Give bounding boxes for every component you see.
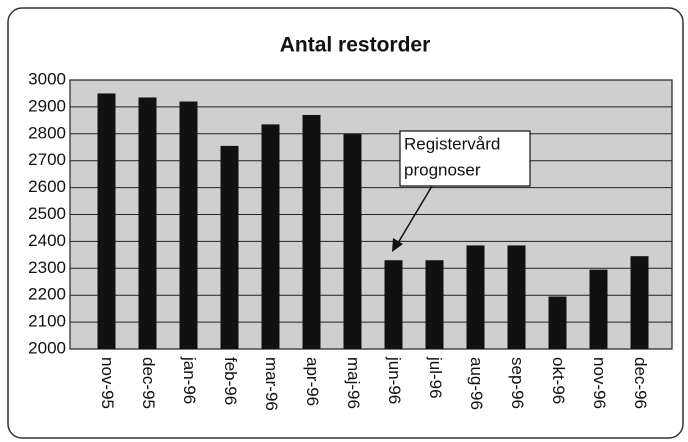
x-tick-label: jan-96 (180, 356, 199, 404)
x-tick-label: jul-96 (426, 356, 445, 399)
x-tick-label: nov-95 (98, 357, 117, 409)
x-tick-label: dec-95 (139, 357, 158, 409)
y-tick-label: 2500 (28, 204, 66, 223)
annotation-box (399, 130, 531, 187)
bar (97, 93, 116, 349)
y-tick-label: 2000 (28, 338, 66, 357)
x-tick-label: nov-96 (590, 357, 609, 409)
y-tick-label: 2700 (28, 150, 66, 169)
y-tick-label: 2600 (28, 177, 66, 196)
bar (343, 133, 362, 349)
y-tick-label: 2900 (28, 96, 66, 115)
bar (425, 260, 444, 349)
bar (179, 101, 198, 350)
y-tick-label: 2200 (28, 285, 66, 304)
bar (507, 245, 526, 349)
y-tick-label: 2300 (28, 258, 66, 277)
x-tick-label: mar-96 (262, 357, 281, 411)
arrow-head (392, 238, 403, 252)
x-tick-label: feb-96 (221, 357, 240, 405)
bar (548, 296, 567, 349)
bar (302, 114, 321, 349)
y-tick-label: 2800 (28, 123, 66, 142)
y-tick-label: 3000 (28, 69, 66, 88)
bar (630, 256, 649, 349)
bar (384, 260, 403, 349)
annotation-text: Registervård (404, 134, 500, 153)
bar (138, 97, 157, 349)
bar (466, 245, 485, 349)
y-tick-label: 2400 (28, 231, 66, 250)
x-tick-label: apr-96 (303, 357, 322, 406)
bar (261, 124, 280, 349)
y-tick-label: 2100 (28, 312, 66, 331)
x-tick-label: dec-96 (631, 357, 650, 409)
chart-title: Antal restorder (280, 34, 431, 57)
x-tick-label: jun-96 (385, 356, 404, 404)
annotation-arrow (397, 185, 433, 244)
x-tick-label: maj-96 (344, 357, 363, 409)
x-tick-label: aug-96 (467, 357, 486, 410)
x-tick-label: sep-96 (508, 357, 527, 409)
bar (589, 269, 608, 349)
annotation-text: prognoser (404, 160, 481, 179)
bar (220, 145, 239, 349)
x-tick-label: okt-96 (549, 357, 568, 404)
